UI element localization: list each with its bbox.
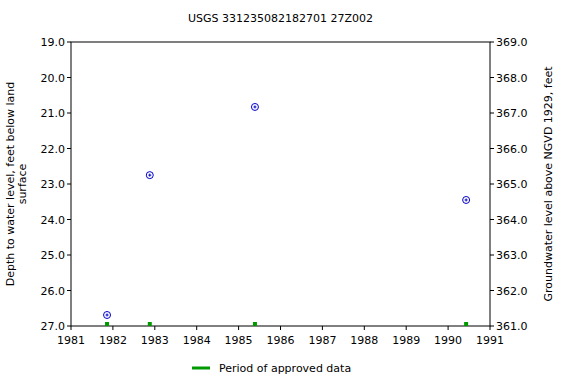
- x-tick-label: 1984: [183, 334, 211, 347]
- x-tick: [71, 326, 72, 330]
- x-tick-label: 1989: [392, 334, 420, 347]
- point-cross: [149, 174, 150, 177]
- y-tick-label: 26.0: [41, 285, 66, 298]
- point-circle: [463, 196, 470, 203]
- plot-frame: [71, 42, 490, 326]
- data-point: [104, 311, 111, 318]
- plot-marks: [104, 103, 470, 326]
- y2-tick: [490, 326, 494, 327]
- point-cross: [148, 175, 151, 176]
- y2-tick: [490, 42, 494, 43]
- y2-tick-label: 368.0: [496, 72, 528, 85]
- y-tick: [67, 326, 71, 327]
- x-tick-label: 1987: [308, 334, 336, 347]
- y2-tick-label: 369.0: [496, 36, 528, 49]
- y-tick: [67, 290, 71, 291]
- approved-mark: [464, 322, 468, 326]
- point-cross: [106, 314, 109, 315]
- point-cross: [254, 105, 255, 108]
- x-tick: [154, 326, 155, 330]
- title: USGS 331235082182701 27Z002: [188, 12, 373, 25]
- x-tick: [238, 326, 239, 330]
- y2-tick-label: 364.0: [496, 214, 528, 227]
- y2-tick: [490, 77, 494, 78]
- point-circle: [104, 311, 111, 318]
- y2-tick-label: 365.0: [496, 178, 528, 191]
- data-point: [251, 103, 258, 110]
- legend-label: Period of approved data: [219, 362, 351, 375]
- y2-tick: [490, 219, 494, 220]
- x-tick-label: 1985: [225, 334, 253, 347]
- legend-swatch: [192, 367, 210, 370]
- y-axis-label: Depth to water level, feet below landsur…: [4, 82, 29, 287]
- x-tick-label: 1986: [267, 334, 295, 347]
- y2-tick-label: 366.0: [496, 143, 528, 156]
- x-tick-label: 1981: [57, 334, 85, 347]
- x-tick: [322, 326, 323, 330]
- y-tick-label: 20.0: [41, 72, 66, 85]
- y-tick: [67, 77, 71, 78]
- y-tick: [67, 184, 71, 185]
- point-cross: [466, 198, 467, 201]
- y-tick: [67, 113, 71, 114]
- y2-tick: [490, 184, 494, 185]
- y-tick-label: 22.0: [41, 143, 66, 156]
- chart: USGS 331235082182701 27Z002 1981 1982 1983 1…: [0, 0, 576, 384]
- y2-tick-label: 362.0: [496, 285, 528, 298]
- y2-tick-label: 361.0: [496, 320, 528, 333]
- data-point: [463, 196, 470, 203]
- y-tick: [67, 219, 71, 220]
- approved-mark: [105, 322, 109, 326]
- x-tick-label: 1990: [434, 334, 462, 347]
- x-tick: [448, 326, 449, 330]
- y2-tick: [490, 148, 494, 149]
- y2-tick-label: 367.0: [496, 107, 528, 120]
- y2-tick: [490, 113, 494, 114]
- x-tick: [490, 326, 491, 330]
- approved-mark: [148, 322, 152, 326]
- point-circle: [251, 103, 258, 110]
- y-tick-label: 24.0: [41, 214, 66, 227]
- y2-tick-label: 363.0: [496, 249, 528, 262]
- y-tick-label: 23.0: [41, 178, 66, 191]
- y-tick-label: 21.0: [41, 107, 66, 120]
- x-tick: [364, 326, 365, 330]
- x-tick: [406, 326, 407, 330]
- x-tick-label: 1982: [99, 334, 127, 347]
- x-tick-label: 1991: [476, 334, 504, 347]
- x-tick: [196, 326, 197, 330]
- y-tick: [67, 255, 71, 256]
- x-tick-label: 1988: [350, 334, 378, 347]
- y-tick: [67, 148, 71, 149]
- y-tick-label: 27.0: [41, 320, 66, 333]
- point-cross: [107, 313, 108, 316]
- point-cross: [465, 199, 468, 200]
- y2-tick: [490, 290, 494, 291]
- y-tick-label: 19.0: [41, 36, 66, 49]
- data-point: [146, 172, 153, 179]
- x-tick: [280, 326, 281, 330]
- point-cross: [253, 106, 256, 107]
- point-circle: [146, 172, 153, 179]
- y2-tick: [490, 255, 494, 256]
- y2-axis-label: Groundwater level above NGVD 1929, feet: [542, 66, 555, 302]
- y-tick-label: 25.0: [41, 249, 66, 262]
- x-tick: [112, 326, 113, 330]
- x-tick-label: 1983: [141, 334, 169, 347]
- approved-mark: [253, 322, 257, 326]
- y-tick: [67, 42, 71, 43]
